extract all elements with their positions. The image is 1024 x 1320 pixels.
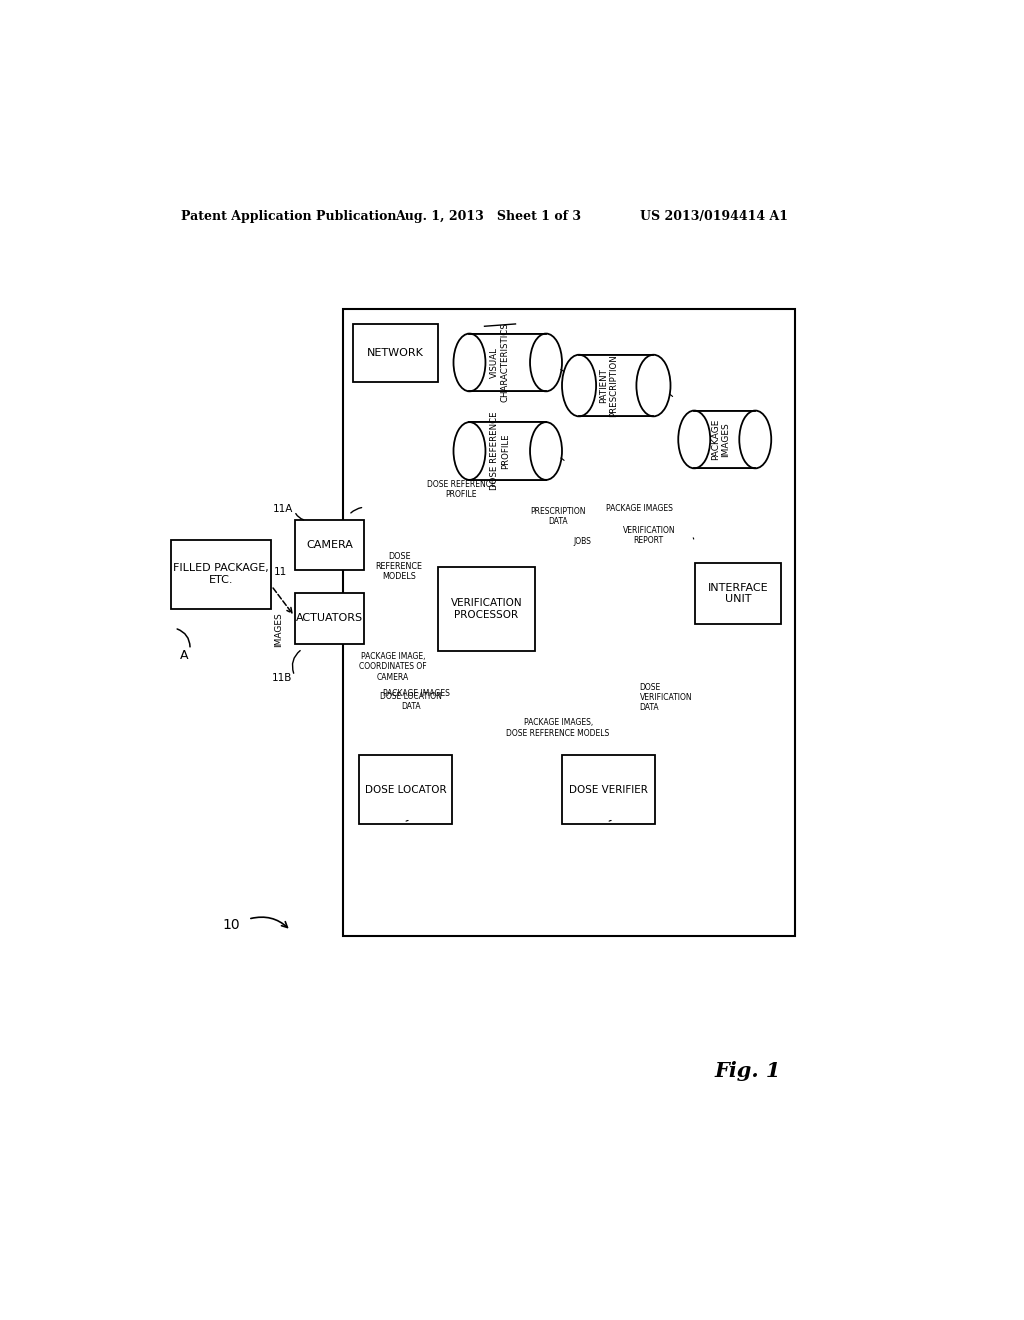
Bar bbox=[171, 540, 271, 609]
Text: PACKAGE
IMAGES: PACKAGE IMAGES bbox=[712, 418, 730, 461]
Bar bbox=[343, 309, 795, 936]
Bar bbox=[694, 411, 756, 469]
Bar bbox=[562, 755, 655, 825]
Bar bbox=[469, 334, 546, 391]
Bar bbox=[438, 566, 535, 651]
Text: PACKAGE IMAGES: PACKAGE IMAGES bbox=[383, 689, 450, 698]
Text: VERIFICATION
PROCESSOR: VERIFICATION PROCESSOR bbox=[451, 598, 522, 619]
Text: US 2013/0194414 A1: US 2013/0194414 A1 bbox=[640, 210, 787, 223]
FancyArrowPatch shape bbox=[351, 508, 361, 513]
FancyArrowPatch shape bbox=[561, 458, 564, 461]
Text: DOSE
REFERENCE
MODELS: DOSE REFERENCE MODELS bbox=[376, 552, 423, 581]
Text: Fig. 1: Fig. 1 bbox=[715, 1061, 781, 1081]
Text: 13: 13 bbox=[678, 533, 690, 543]
Text: DOSE LOCATOR: DOSE LOCATOR bbox=[365, 785, 446, 795]
Bar bbox=[695, 562, 780, 624]
Text: DOSE
VERIFICATION
DATA: DOSE VERIFICATION DATA bbox=[640, 682, 692, 713]
Bar bbox=[359, 755, 452, 825]
Text: NETWORK: NETWORK bbox=[367, 348, 424, 358]
Text: ACTUATORS: ACTUATORS bbox=[296, 614, 364, 623]
Bar bbox=[469, 422, 546, 480]
Text: PACKAGE IMAGES: PACKAGE IMAGES bbox=[606, 504, 673, 513]
Text: VERIFICATION
REPORT: VERIFICATION REPORT bbox=[623, 525, 675, 545]
Text: CAMERA: CAMERA bbox=[306, 540, 353, 550]
Bar bbox=[694, 411, 756, 469]
Ellipse shape bbox=[530, 334, 562, 391]
Text: DOSE REFERENCE
PROFILE: DOSE REFERENCE PROFILE bbox=[427, 479, 496, 499]
Text: 24: 24 bbox=[616, 813, 630, 824]
FancyArrowPatch shape bbox=[670, 395, 673, 396]
FancyArrowPatch shape bbox=[293, 651, 300, 673]
Bar bbox=[579, 355, 653, 416]
Ellipse shape bbox=[678, 411, 711, 469]
Text: PACKAGE IMAGE,
COORDINATES OF
CAMERA: PACKAGE IMAGE, COORDINATES OF CAMERA bbox=[359, 652, 427, 681]
Text: FILLED PACKAGE,
ETC.: FILLED PACKAGE, ETC. bbox=[173, 564, 269, 585]
Text: 11A: 11A bbox=[272, 504, 293, 513]
Ellipse shape bbox=[454, 422, 485, 480]
Text: VISUAL
CHARACTERISTICS: VISUAL CHARACTERISTICS bbox=[490, 322, 510, 403]
Text: DOSE VERIFIER: DOSE VERIFIER bbox=[569, 785, 648, 795]
Bar bbox=[579, 355, 653, 416]
Text: Patent Application Publication: Patent Application Publication bbox=[180, 210, 396, 223]
Bar bbox=[469, 422, 546, 480]
Ellipse shape bbox=[530, 422, 562, 480]
Ellipse shape bbox=[739, 411, 771, 469]
Bar bbox=[295, 520, 365, 570]
Text: 23: 23 bbox=[414, 813, 426, 824]
Text: 21: 21 bbox=[568, 371, 582, 381]
Text: PATIENT
PRESCRIPTION: PATIENT PRESCRIPTION bbox=[599, 354, 618, 417]
Text: PACKAGE IMAGES,
DOSE REFERENCE MODELS: PACKAGE IMAGES, DOSE REFERENCE MODELS bbox=[507, 718, 609, 738]
Text: A: A bbox=[179, 648, 188, 661]
FancyArrowPatch shape bbox=[273, 587, 292, 612]
Ellipse shape bbox=[454, 334, 485, 391]
Text: 11B: 11B bbox=[272, 673, 292, 684]
Text: PRESCRIPTION
DATA: PRESCRIPTION DATA bbox=[530, 507, 586, 527]
FancyArrowPatch shape bbox=[296, 513, 303, 520]
Text: 11: 11 bbox=[273, 566, 287, 577]
Text: 12: 12 bbox=[369, 500, 382, 510]
Bar bbox=[352, 323, 438, 381]
FancyArrowPatch shape bbox=[251, 917, 288, 928]
FancyArrowPatch shape bbox=[177, 628, 190, 647]
Text: Aug. 1, 2013   Sheet 1 of 3: Aug. 1, 2013 Sheet 1 of 3 bbox=[395, 210, 582, 223]
Ellipse shape bbox=[562, 355, 596, 416]
FancyArrowPatch shape bbox=[561, 370, 564, 372]
Bar bbox=[469, 334, 546, 391]
Text: 22: 22 bbox=[568, 459, 582, 470]
Text: INTERFACE
UNIT: INTERFACE UNIT bbox=[708, 582, 768, 605]
Ellipse shape bbox=[636, 355, 671, 416]
Text: B: B bbox=[511, 312, 520, 325]
Text: DOSE LOCATION
DATA: DOSE LOCATION DATA bbox=[380, 692, 441, 711]
Text: IMAGES: IMAGES bbox=[274, 612, 284, 647]
Text: 25: 25 bbox=[677, 396, 690, 407]
Text: 20: 20 bbox=[495, 656, 507, 665]
Bar bbox=[295, 594, 365, 644]
Text: JOBS: JOBS bbox=[573, 537, 592, 546]
Text: 10: 10 bbox=[222, 917, 240, 932]
Text: DOSE REFERENCE
PROFILE: DOSE REFERENCE PROFILE bbox=[490, 412, 510, 490]
